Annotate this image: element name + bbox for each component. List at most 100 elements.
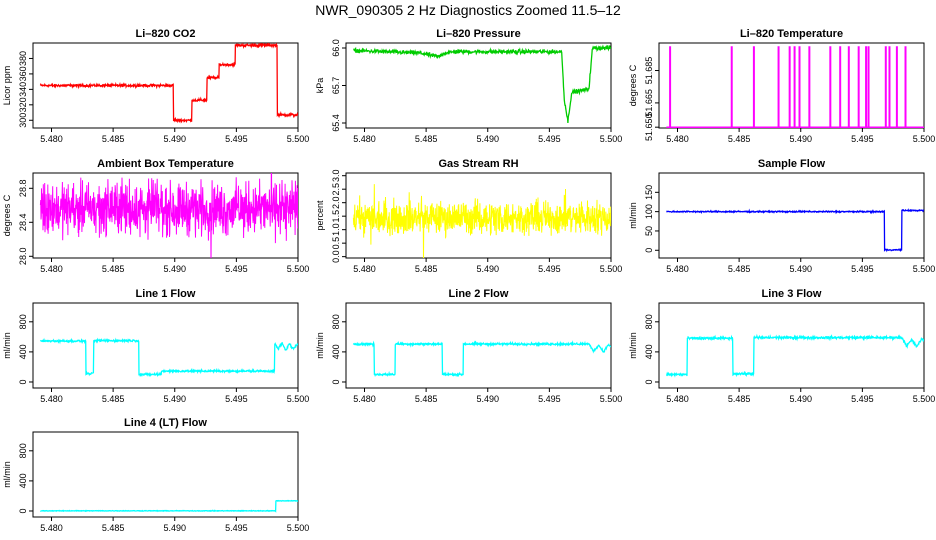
data-series-line [352,184,611,258]
y-axis-label: ml/min [628,332,638,359]
y-tick-label: 1.0 [331,223,341,236]
x-tick-label: 5.485 [415,264,438,274]
y-tick-label: 800 [331,314,341,329]
chart-panel-4: Ambient Box Temperature 5.480 5.485 5.490 5.… [2,158,310,274]
x-tick-label: 5.480 [666,264,689,274]
y-axis-label: degrees C [628,64,638,106]
x-tick-label: 5.500 [913,394,936,404]
x-tick-label: 5.495 [851,134,874,144]
plot-frame [345,302,612,389]
x-tick-label: 5.480 [40,523,63,533]
y-tick-label: 50 [644,226,654,236]
x-tick-label: 5.485 [728,134,751,144]
y-axis-label: ml/min [2,461,12,488]
y-tick-label: 320 [18,97,28,112]
x-tick-label: 5.495 [851,264,874,274]
x-tick-label: 5.480 [353,134,376,144]
plot-frame [345,42,612,129]
x-tick-label: 5.490 [476,134,499,144]
x-tick-label: 5.500 [287,523,310,533]
data-series-line [39,173,298,258]
y-tick-label: 100 [644,204,654,219]
y-tick-label: 0 [644,248,654,253]
chart-panel-2: Li–820 Pressure 5.480 5.485 5.490 5.495 5.500… [315,28,622,144]
x-tick-label: 5.500 [913,264,936,274]
x-tick-label: 5.500 [600,264,623,274]
y-tick-label: 400 [18,473,28,488]
chart-panel-7: Line 1 Flow 5.480 5.485 5.490 5.495 5.500 0 400… [2,288,309,404]
y-axis-label: ml/min [628,202,638,229]
plot-frame [32,42,299,129]
x-tick-label: 5.495 [225,394,248,404]
chart-panel-3: Li–820 Temperature 5.480 5.485 5.490 5.495 5.… [628,28,935,144]
chart-panel-6: Sample Flow 5.480 5.485 5.490 5.495 5.500 0 50 1… [628,158,935,274]
x-tick-label: 5.490 [789,394,812,404]
x-tick-label: 5.500 [287,264,310,274]
x-tick-label: 5.490 [163,134,186,144]
y-tick-label: 400 [644,344,654,359]
chart-title: Line 4 (LT) Flow [124,417,207,429]
y-tick-label: 400 [331,344,341,359]
chart-title: Line 3 Flow [762,288,822,300]
x-tick-label: 5.485 [102,134,125,144]
y-tick-label: 0 [331,379,341,384]
x-tick-label: 5.490 [163,264,186,274]
x-tick-label: 5.485 [728,394,751,404]
x-tick-label: 5.485 [415,394,438,404]
y-tick-label: 380 [18,51,28,66]
y-tick-label: 800 [18,443,28,458]
x-tick-label: 5.480 [40,394,63,404]
chart-title: Gas Stream RH [438,158,518,170]
chart-title: Li–820 Pressure [436,28,520,40]
plot-frame [658,302,925,389]
x-tick-label: 5.490 [476,394,499,404]
x-tick-label: 5.495 [225,134,248,144]
y-tick-label: 65.7 [331,77,341,95]
plot-frame [658,172,925,259]
x-tick-label: 5.495 [851,394,874,404]
y-tick-label: 150 [644,185,654,200]
x-tick-label: 5.495 [538,134,561,144]
y-tick-label: 28.0 [18,248,28,266]
y-axis-label: ml/min [315,332,325,359]
chart-title: Li–820 Temperature [740,28,843,40]
y-tick-label: 0.0 [331,250,341,263]
plot-frame [32,431,299,518]
y-tick-label: 66.0 [331,39,341,57]
y-tick-label: 28.8 [18,180,28,198]
x-tick-label: 5.490 [476,264,499,274]
chart-title: Line 2 Flow [449,288,509,300]
x-tick-label: 5.490 [163,523,186,533]
data-series-line [40,499,298,513]
x-tick-label: 5.485 [102,264,125,274]
y-axis-label: percent [315,200,325,231]
chart-title: Li–820 CO2 [136,28,196,40]
x-tick-label: 5.480 [353,264,376,274]
y-axis-label: degrees C [2,194,12,236]
y-axis-label: Licor ppm [2,66,12,106]
chart-title: Line 1 Flow [136,288,196,300]
data-series-line [39,43,298,124]
y-tick-label: 360 [18,66,28,81]
y-tick-label: 51.685 [644,57,654,85]
chart-title: Ambient Box Temperature [97,158,234,170]
x-tick-label: 5.500 [600,394,623,404]
x-tick-label: 5.480 [666,394,689,404]
x-tick-label: 5.500 [287,394,310,404]
y-tick-label: 2.0 [331,196,341,209]
chart-panel-5: Gas Stream RH 5.480 5.485 5.490 5.495 5.500 0.… [315,158,622,274]
x-tick-label: 5.485 [415,134,438,144]
x-tick-label: 5.485 [102,394,125,404]
x-tick-label: 5.495 [225,523,248,533]
x-tick-label: 5.495 [538,394,561,404]
y-axis-label: ml/min [2,332,12,359]
y-tick-label: 300 [18,113,28,128]
x-tick-label: 5.485 [728,264,751,274]
plot-frame [658,42,925,129]
y-tick-label: 0.5 [331,237,341,250]
x-tick-label: 5.495 [538,264,561,274]
data-series-line [665,333,924,378]
x-tick-label: 5.480 [40,264,63,274]
x-tick-label: 5.500 [913,134,936,144]
